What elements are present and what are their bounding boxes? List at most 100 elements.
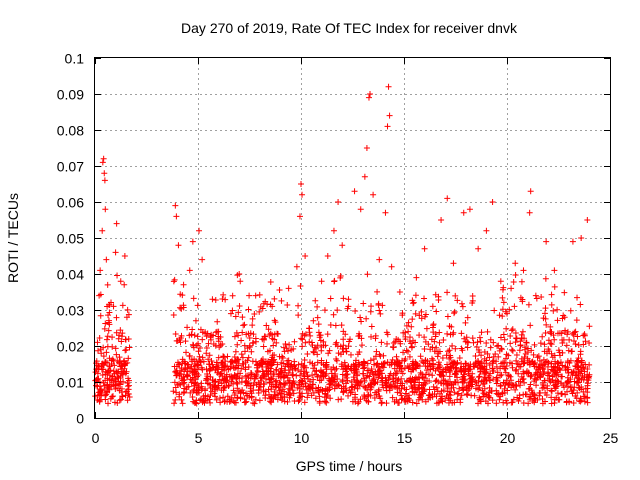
data-point — [452, 365, 459, 372]
data-point — [106, 309, 113, 316]
data-point — [286, 341, 293, 348]
data-point — [202, 328, 209, 335]
data-point — [449, 342, 456, 349]
data-point — [330, 311, 337, 318]
data-point — [332, 322, 339, 329]
data-point — [218, 360, 225, 367]
data-point — [413, 400, 420, 407]
data-point — [430, 321, 437, 328]
data-point — [284, 357, 291, 364]
data-point — [194, 302, 201, 309]
data-point — [335, 381, 342, 388]
data-point — [389, 375, 396, 382]
data-point — [215, 328, 222, 335]
data-point — [268, 375, 275, 382]
data-point — [493, 380, 500, 387]
data-point — [271, 388, 278, 395]
data-point — [101, 325, 108, 332]
data-point — [105, 400, 112, 407]
data-point — [560, 336, 567, 343]
data-point — [523, 339, 530, 346]
data-point — [110, 303, 117, 310]
data-point — [119, 302, 126, 309]
data-point — [315, 329, 322, 336]
data-point — [236, 271, 243, 277]
data-point — [345, 296, 352, 303]
data-point — [243, 398, 250, 405]
data-point — [372, 372, 379, 379]
data-point — [298, 360, 305, 367]
data-point — [113, 351, 120, 358]
data-point — [224, 353, 231, 360]
data-point — [370, 380, 377, 387]
data-point — [423, 325, 430, 332]
data-point — [513, 366, 520, 373]
data-point — [550, 332, 557, 339]
data-point — [194, 386, 201, 393]
y-tick-label: 0.01 — [57, 375, 84, 391]
data-point — [190, 344, 197, 351]
data-point — [447, 352, 454, 359]
data-point — [409, 343, 416, 350]
data-point — [469, 293, 476, 300]
data-point — [283, 345, 290, 352]
data-point — [430, 365, 437, 372]
data-point — [442, 366, 449, 373]
data-point — [289, 387, 296, 394]
data-point — [323, 364, 330, 371]
data-point — [396, 289, 403, 295]
data-point — [227, 358, 234, 365]
data-point — [326, 347, 333, 354]
data-point — [533, 382, 540, 389]
data-point — [360, 300, 367, 307]
data-point — [433, 393, 440, 400]
data-point — [328, 381, 335, 388]
data-point — [384, 340, 391, 347]
data-point — [278, 390, 285, 397]
data-point — [521, 344, 528, 351]
data-point — [350, 374, 357, 381]
data-point — [327, 395, 334, 402]
data-point — [220, 291, 227, 298]
data-point — [301, 373, 308, 380]
data-point — [191, 332, 198, 339]
data-point — [202, 377, 209, 384]
data-point — [472, 352, 479, 359]
data-point — [518, 335, 525, 342]
data-point — [396, 338, 403, 345]
data-point — [428, 355, 435, 362]
data-point — [318, 369, 325, 376]
data-point — [445, 348, 452, 355]
data-point — [100, 353, 107, 360]
data-point — [297, 372, 304, 379]
data-point — [396, 399, 403, 406]
data-point — [305, 390, 312, 397]
data-point — [521, 354, 528, 361]
data-point — [469, 374, 476, 381]
data-point — [278, 297, 285, 304]
data-point — [419, 396, 426, 403]
data-point — [340, 295, 347, 302]
data-point — [499, 390, 506, 397]
data-point — [103, 256, 110, 263]
data-point — [324, 253, 331, 259]
data-point — [288, 346, 295, 353]
data-point — [303, 369, 310, 376]
data-point — [434, 348, 441, 355]
data-point — [314, 359, 321, 366]
data-point — [421, 334, 428, 341]
data-point — [542, 315, 549, 322]
data-point — [350, 361, 357, 368]
data-point — [405, 328, 412, 335]
data-point — [352, 365, 359, 372]
data-point — [245, 330, 252, 337]
data-point — [462, 319, 469, 326]
data-point — [477, 338, 484, 345]
data-point — [577, 301, 584, 308]
data-point — [220, 364, 227, 371]
data-point — [543, 350, 550, 357]
data-point — [121, 253, 128, 259]
data-point — [471, 392, 478, 399]
data-point — [199, 256, 206, 263]
data-point — [113, 314, 120, 321]
